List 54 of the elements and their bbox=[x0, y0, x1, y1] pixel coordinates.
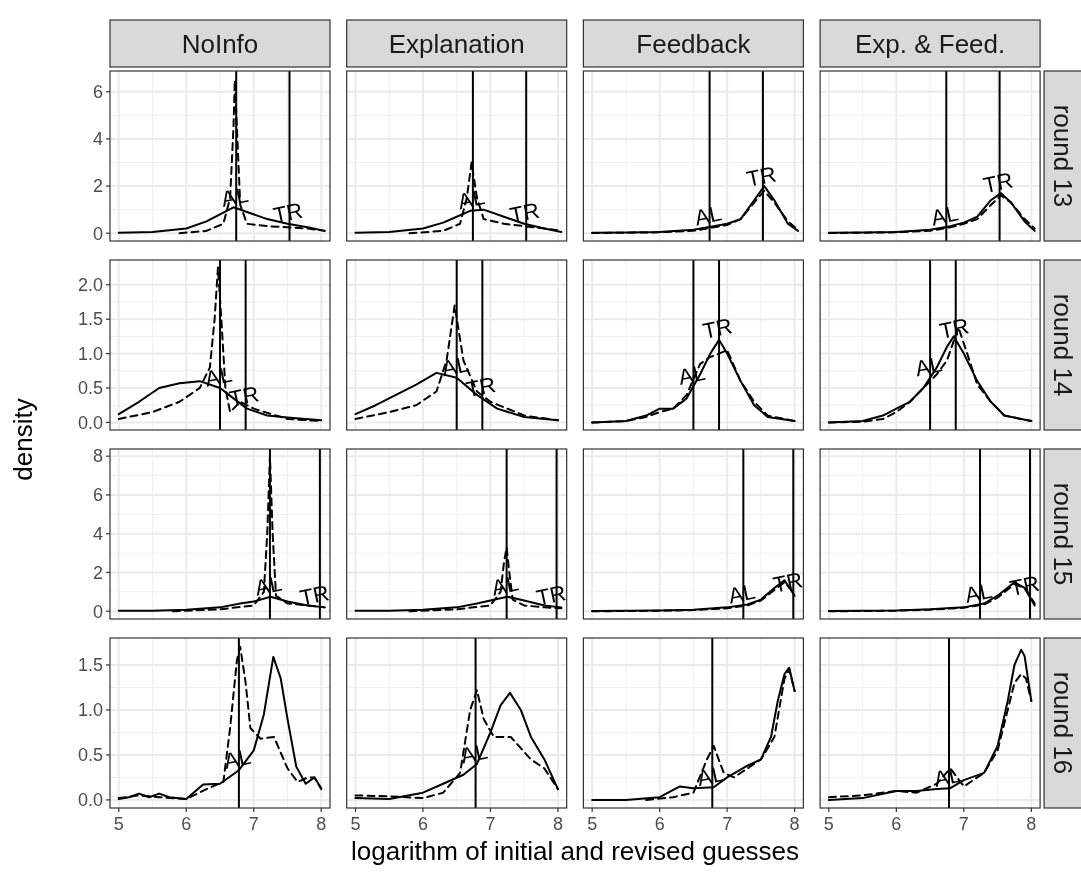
x-tick-label: 7 bbox=[248, 814, 259, 834]
y2-axis-title: round 13 bbox=[1048, 104, 1078, 208]
y-tick-label: 4 bbox=[92, 524, 103, 545]
y2-axis-title: round 14 bbox=[1048, 293, 1078, 397]
x-tick-label: 7 bbox=[958, 814, 969, 834]
y-tick-label: 2.0 bbox=[77, 275, 103, 296]
y-tick-label: 6 bbox=[92, 82, 103, 103]
x-tick-label: 8 bbox=[789, 814, 800, 834]
x-tick-label: 6 bbox=[417, 814, 428, 834]
chart-title: NoInfo bbox=[181, 28, 259, 59]
y-tick-label: 0.5 bbox=[77, 378, 103, 399]
chart-title: Exp. & Feed. bbox=[854, 28, 1006, 59]
ref-line-label: TR bbox=[534, 580, 569, 611]
x-tick-label: 6 bbox=[891, 814, 902, 834]
ref-line-label: TR bbox=[297, 580, 332, 611]
x-tick-label: 6 bbox=[654, 814, 665, 834]
y-tick-label: 1.5 bbox=[77, 655, 103, 676]
ref-line-label: AL bbox=[439, 351, 471, 382]
y-tick-label: 0 bbox=[92, 223, 103, 244]
y-tick-label: 2 bbox=[92, 176, 103, 197]
chart-title: Feedback bbox=[636, 28, 752, 59]
y-tick-label: 2 bbox=[92, 562, 103, 583]
y-tick-label: 0.0 bbox=[77, 412, 103, 433]
x-tick-label: 5 bbox=[350, 814, 361, 834]
x-axis-title: logarithm of initial and revised guesses bbox=[351, 836, 800, 866]
x-tick-label: 5 bbox=[113, 814, 124, 834]
y-tick-label: 1.0 bbox=[77, 700, 103, 721]
x-tick-label: 8 bbox=[316, 814, 327, 834]
x-tick-label: 8 bbox=[1026, 814, 1037, 834]
chart-title: Explanation bbox=[388, 28, 525, 59]
y-tick-label: 4 bbox=[92, 129, 103, 150]
x-tick-label: 7 bbox=[485, 814, 496, 834]
ref-line-label: AL bbox=[962, 577, 995, 608]
ref-line-label: AL bbox=[928, 200, 961, 231]
ref-line-label: AL bbox=[221, 743, 254, 774]
ref-line-label: AL bbox=[692, 200, 724, 231]
y-tick-label: 8 bbox=[92, 446, 103, 467]
ref-line-label: AL bbox=[726, 578, 758, 609]
x-tick-label: 8 bbox=[552, 814, 563, 834]
y2-axis-title: round 16 bbox=[1048, 671, 1078, 775]
y2-axis-title: round 15 bbox=[1048, 482, 1078, 586]
x-tick-label: 5 bbox=[587, 814, 598, 834]
y-tick-label: 1.5 bbox=[77, 309, 103, 330]
ref-line-label: AL bbox=[489, 570, 521, 601]
y-tick-label: 6 bbox=[92, 485, 103, 506]
y-tick-label: 0.0 bbox=[77, 790, 103, 811]
ref-line-label: AL bbox=[458, 738, 490, 769]
y-tick-label: 0 bbox=[92, 601, 103, 622]
x-tick-label: 7 bbox=[722, 814, 733, 834]
y-axis-title: density bbox=[8, 398, 38, 481]
x-tick-label: 5 bbox=[823, 814, 834, 834]
y-tick-label: 0.5 bbox=[77, 745, 103, 766]
x-tick-label: 6 bbox=[181, 814, 192, 834]
y-tick-label: 1.0 bbox=[77, 343, 103, 364]
